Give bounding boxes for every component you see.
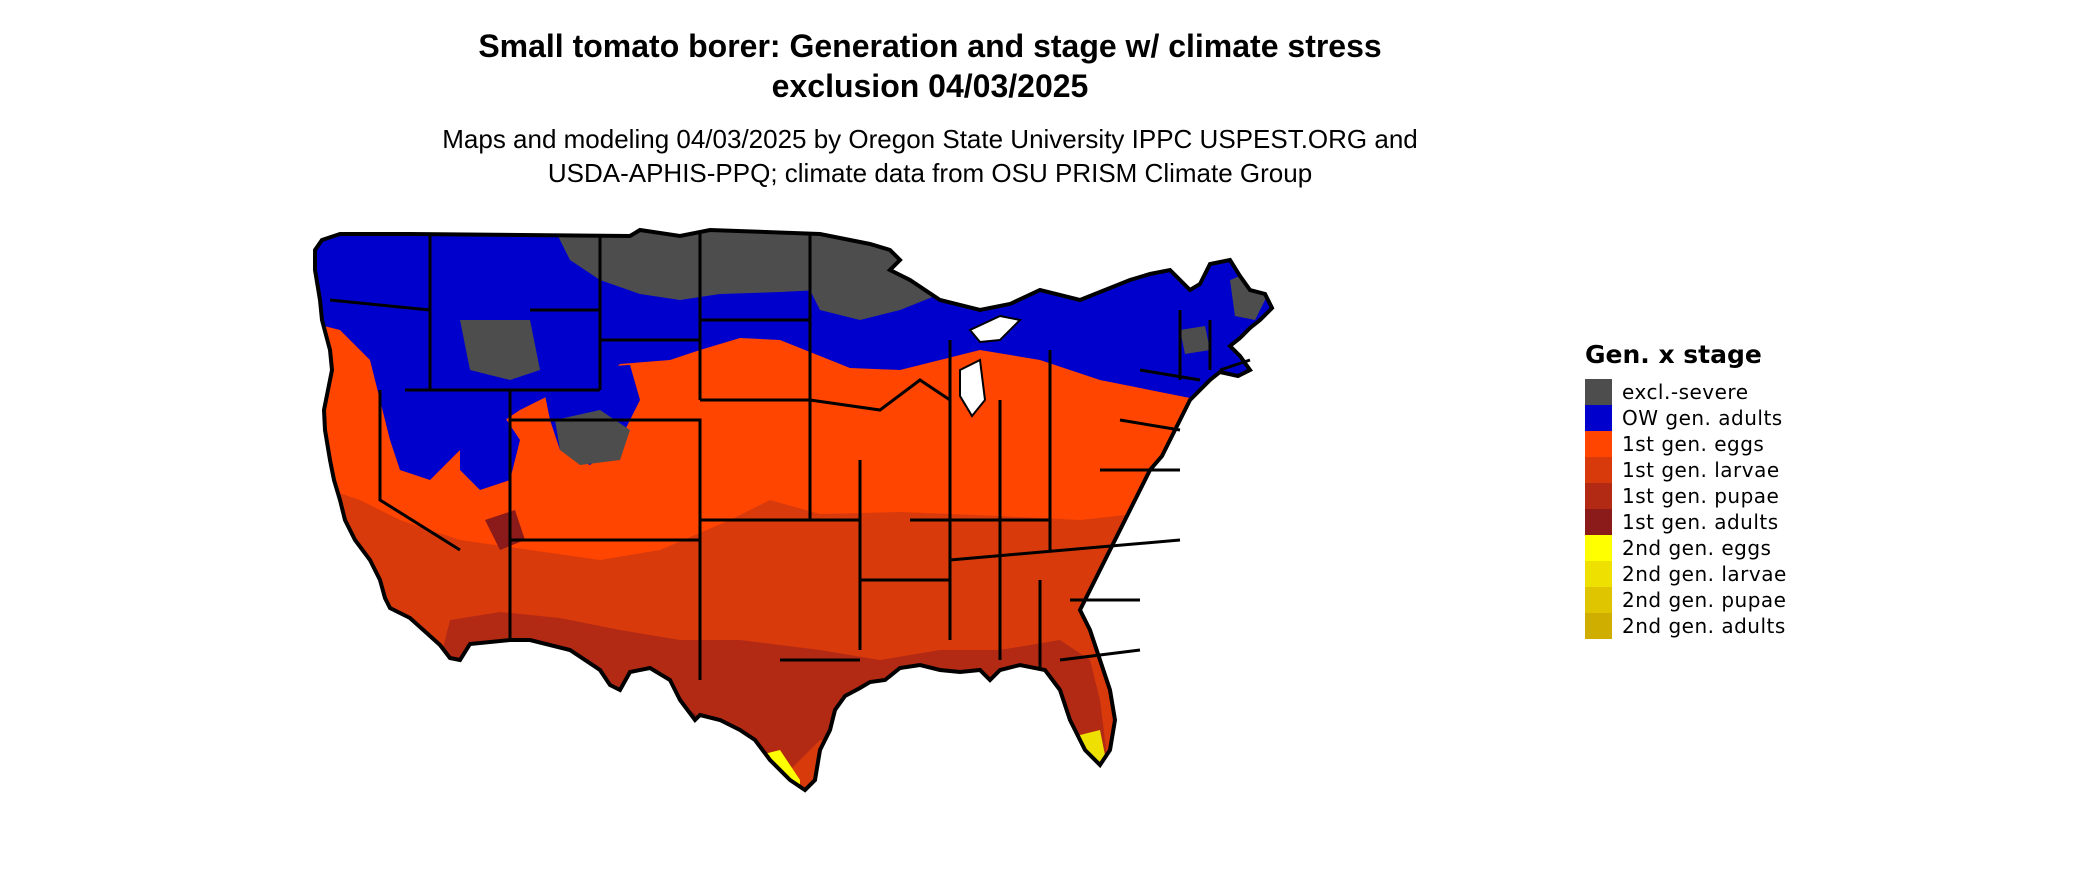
legend-label: 2nd gen. larvae xyxy=(1622,562,1787,586)
legend-label: 2nd gen. adults xyxy=(1622,614,1786,638)
legend-label: 2nd gen. pupae xyxy=(1622,588,1787,612)
legend-label: 2nd gen. eggs xyxy=(1622,536,1772,560)
legend-swatch xyxy=(1585,379,1612,405)
legend-item: 1st gen. pupae xyxy=(1585,483,1787,509)
legend-swatch xyxy=(1585,431,1612,457)
legend-item: 1st gen. eggs xyxy=(1585,431,1787,457)
legend-item: 2nd gen. eggs xyxy=(1585,535,1787,561)
legend-label: OW gen. adults xyxy=(1622,406,1783,430)
map-title-line-2: exclusion 04/03/2025 xyxy=(771,68,1089,104)
legend-label: 1st gen. pupae xyxy=(1622,484,1780,508)
legend-item: 1st gen. larvae xyxy=(1585,457,1787,483)
legend-item: excl.-severe xyxy=(1585,379,1787,405)
legend-swatch xyxy=(1585,587,1612,613)
legend-label: excl.-severe xyxy=(1622,380,1749,404)
legend-item: 1st gen. adults xyxy=(1585,509,1787,535)
legend-swatch xyxy=(1585,457,1612,483)
legend-item: 2nd gen. adults xyxy=(1585,613,1787,639)
legend-swatch xyxy=(1585,405,1612,431)
legend-item: OW gen. adults xyxy=(1585,405,1787,431)
legend-swatch xyxy=(1585,509,1612,535)
us-generation-stage-map xyxy=(313,228,1274,792)
legend-item: 2nd gen. larvae xyxy=(1585,561,1787,587)
legend-item: 2nd gen. pupae xyxy=(1585,587,1787,613)
legend-title: Gen. x stage xyxy=(1585,340,1762,369)
legend-swatch xyxy=(1585,561,1612,587)
legend-label: 1st gen. larvae xyxy=(1622,458,1780,482)
legend-swatch xyxy=(1585,483,1612,509)
map-subtitle-line-2: USDA-APHIS-PPQ; climate data from OSU PR… xyxy=(547,158,1313,188)
legend-swatch xyxy=(1585,613,1612,639)
legend-label: 1st gen. adults xyxy=(1622,510,1779,534)
legend-label: 1st gen. eggs xyxy=(1622,432,1765,456)
legend-items: excl.-severe OW gen. adults 1st gen. egg… xyxy=(1585,379,1787,639)
map-subtitle-line-1: Maps and modeling 04/03/2025 by Oregon S… xyxy=(442,124,1418,154)
map-legend: Gen. x stage excl.-severe OW gen. adults… xyxy=(1585,340,1787,639)
map-title-line-1: Small tomato borer: Generation and stage… xyxy=(478,28,1382,64)
legend-swatch xyxy=(1585,535,1612,561)
